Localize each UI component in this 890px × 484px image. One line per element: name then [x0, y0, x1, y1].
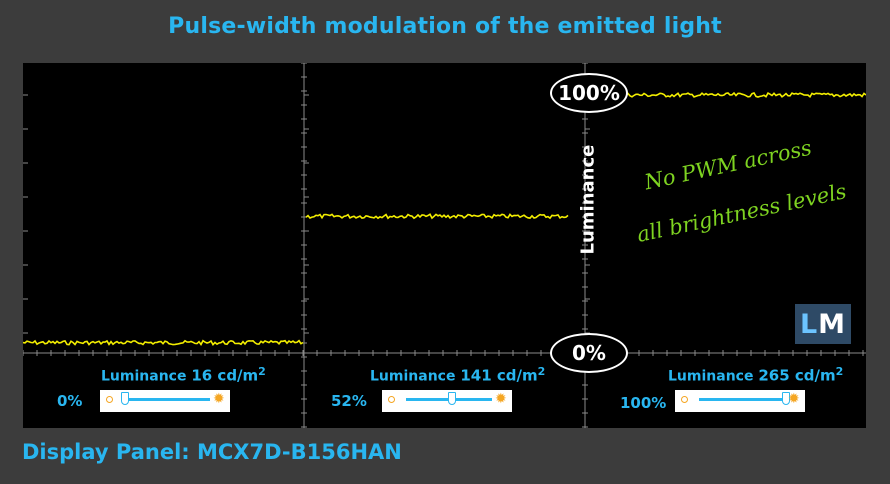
brightness-high-icon: ✹: [788, 391, 800, 407]
logo-letter-l: L: [799, 308, 819, 340]
logo-letter-m: M: [818, 308, 847, 340]
panel-3-luminance: Luminance 265 cd/m2: [668, 365, 843, 385]
brightness-low-icon: [681, 396, 688, 403]
y-axis-label: Luminance: [577, 144, 599, 255]
panel-1-luminance-label: Luminance: [101, 368, 187, 385]
brightness-low-icon: [106, 396, 113, 403]
luminance-trace-3: [625, 91, 866, 99]
panel-3-brightness: 100%: [620, 394, 667, 412]
top-level-label: 100%: [550, 73, 628, 113]
brightness-low-icon: [388, 396, 395, 403]
slider-track: [124, 398, 210, 401]
slider-knob: [447, 392, 456, 405]
panel-3-unit-exponent: 2: [835, 365, 844, 378]
panel-2-brightness-slider: ✹: [382, 390, 512, 412]
panel-3-brightness-slider: ✹: [675, 390, 805, 412]
panel-3-luminance-label: Luminance: [668, 368, 754, 385]
panel-1-brightness-slider: ✹: [100, 390, 230, 412]
display-panel-label: Display Panel: MCX7D-B156HAN: [22, 440, 402, 464]
panel-2-brightness: 52%: [331, 392, 367, 410]
panel-2-luminance-label: Luminance: [370, 368, 456, 385]
luminance-trace-1: [23, 339, 304, 347]
panel-1-luminance-value: 16 cd/m: [191, 366, 259, 385]
luminance-trace-2: [305, 213, 569, 220]
panel-1-unit-exponent: 2: [258, 365, 266, 378]
panel-2-luminance: Luminance 141 cd/m2: [370, 365, 545, 385]
chart-title: Pulse-width modulation of the emitted li…: [168, 14, 722, 39]
panel-1-brightness: 0%: [57, 392, 83, 410]
brightness-high-icon: ✹: [213, 391, 225, 407]
panel-3-luminance-value: 265 cd/m: [758, 366, 836, 385]
bottom-level-label: 0%: [550, 333, 628, 373]
oscilloscope-plot: 100% 0% Luminance No PWM across all brig…: [23, 63, 866, 428]
slider-track: [699, 398, 785, 401]
panel-1-luminance: Luminance 16 cd/m2: [101, 365, 266, 385]
brightness-high-icon: ✹: [495, 391, 507, 407]
panel-2-unit-exponent: 2: [537, 365, 546, 378]
panel-2-luminance-value: 141 cd/m: [460, 366, 538, 385]
slider-knob: [121, 392, 129, 405]
slider-knob: [782, 392, 790, 405]
